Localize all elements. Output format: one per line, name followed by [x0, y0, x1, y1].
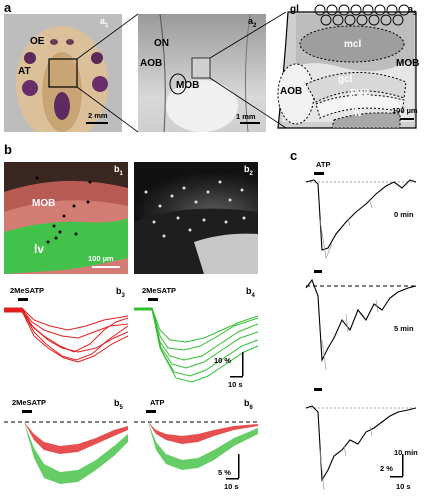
- b5-plot: 2MeSATP b5: [4, 398, 130, 494]
- a2-brain-image: ON AOB MOB 1 mm a2: [138, 14, 266, 132]
- panel-c-label: c: [290, 148, 298, 163]
- a3-scale-text: 100 µm: [392, 106, 418, 115]
- a1-tadpole-image: OE AT 2 mm a1: [4, 14, 122, 132]
- b2-sublabel: b2: [244, 164, 253, 177]
- b2-drawing: [134, 180, 258, 274]
- b1-drawing: [4, 176, 128, 274]
- a2-label-mob: MOB: [176, 80, 200, 91]
- a3-schematic: gl a3 mcl MOB AOB gcl PVZ lv 100 µm: [276, 2, 426, 132]
- a2-sublabel: a2: [248, 16, 257, 29]
- b1-scale-text: 100 µm: [88, 254, 114, 263]
- a2-label-aob: AOB: [140, 58, 163, 69]
- a1-label-at: AT: [18, 66, 31, 77]
- c-time-0: 0 min: [394, 210, 414, 219]
- b6-stim-bar: [146, 410, 156, 413]
- b1-label-lv: lv: [34, 242, 45, 256]
- c-xscale: 10 s: [396, 482, 411, 491]
- a1-sublabel: a1: [100, 16, 109, 29]
- b3-plot: 2MeSATP b3: [4, 286, 130, 378]
- c-stim-bar-5: [314, 270, 322, 273]
- b4-stim-label: 2MeSATP: [142, 286, 177, 295]
- a3-sublabel: a3: [408, 4, 417, 17]
- b6-xscale: 10 s: [224, 482, 239, 491]
- panel-a-label: a: [4, 0, 12, 15]
- c-stim-label: ATP: [316, 160, 331, 169]
- b5-stim-label: 2MeSATP: [12, 398, 47, 407]
- a3-label-lv: lv: [354, 108, 363, 119]
- b2-fluorescence-image: b2: [134, 162, 258, 274]
- b3-traces: [4, 298, 129, 363]
- c-stim-bar-0: [314, 172, 324, 175]
- a3-schematic-drawing: [277, 4, 417, 129]
- b4-stim-bar: [148, 298, 158, 301]
- b6-traces: [134, 410, 260, 480]
- c-yscale: 2 %: [380, 464, 393, 473]
- b1-label-mob: MOB: [32, 198, 56, 209]
- a2-scale-text: 1 mm: [236, 112, 256, 121]
- b6-stim-label: ATP: [150, 398, 165, 407]
- b3-stim-label: 2MeSATP: [10, 286, 45, 295]
- a3-label-aob: AOB: [280, 86, 303, 97]
- c-time-5: 5 min: [394, 324, 414, 333]
- a3-label-mcl: mcl: [344, 39, 362, 50]
- b6-sublabel: b6: [244, 398, 253, 411]
- c-stim-bar-10: [314, 388, 322, 391]
- c-plot: ATP 0 min 5 min 10 min 2 % 10 s: [290, 160, 430, 498]
- b6-plot: ATP b6 5 % 10 s: [134, 398, 260, 494]
- b6-yscale: 5 %: [218, 468, 231, 477]
- b3-stim-bar: [18, 298, 28, 301]
- b5-traces: [4, 410, 130, 484]
- b5-sublabel: b5: [114, 398, 123, 411]
- a3-label-pvz: PVZ: [350, 88, 370, 99]
- b4-plot: 2MeSATP b4 10 % 10 s: [134, 286, 260, 398]
- a3-label-mob: MOB: [396, 58, 420, 69]
- a3-label-gcl: gcl: [338, 74, 353, 85]
- a2-label-on: ON: [154, 38, 169, 49]
- a1-label-oe: OE: [30, 36, 45, 47]
- a3-label-gl: gl: [290, 4, 299, 15]
- b4-traces: [134, 298, 259, 383]
- b1-fluorescence-image: MOB lv 100 µm b1: [4, 162, 128, 274]
- c-traces: [305, 172, 417, 491]
- b5-stim-bar: [22, 410, 32, 413]
- b1-sublabel: b1: [114, 164, 123, 177]
- b3-sublabel: b3: [116, 286, 125, 299]
- a1-scale-text: 2 mm: [88, 111, 108, 120]
- b4-sublabel: b4: [246, 286, 255, 299]
- b4-xscale: 10 s: [228, 380, 243, 389]
- c-time-10: 10 min: [394, 448, 418, 457]
- b4-yscale: 10 %: [214, 356, 232, 365]
- panel-b-label: b: [4, 142, 12, 157]
